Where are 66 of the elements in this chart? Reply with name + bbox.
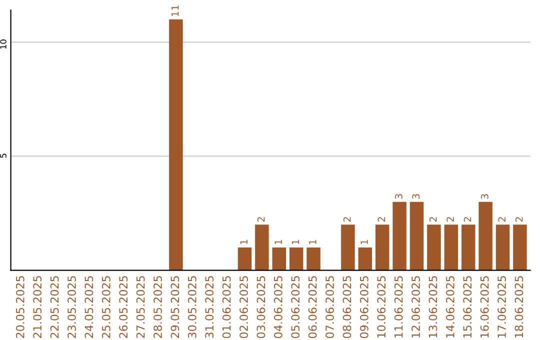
x-tick-label: 30.05.2025 [188,276,196,338]
data-label: 2 [464,217,472,222]
x-tick-label: 03.06.2025 [256,276,266,338]
bar [496,224,510,270]
bar [238,247,252,270]
data-label: 2 [429,217,437,222]
x-tick-label: 11.06.2025 [394,276,403,338]
x-tick-label: 26.05.2025 [119,276,128,338]
x-tick-label: 20.05.2025 [16,276,24,338]
data-label: 3 [395,194,402,199]
bar [341,224,355,270]
x-tick-label: 24.05.2025 [84,276,94,338]
data-label: 2 [498,217,506,222]
bar [272,247,286,270]
x-tick-label: 08.06.2025 [342,276,352,338]
bar [306,247,320,270]
x-tick-label: 12.06.2025 [412,276,420,338]
x-tick-label: 23.05.2025 [68,276,76,338]
bar [358,247,372,270]
data-label: 1 [360,240,368,244]
x-tick-label: 13.06.2025 [428,276,438,338]
x-tick-label: 15.06.2025 [463,276,472,338]
x-tick-label: 16.06.2025 [480,276,489,338]
bar [513,224,527,270]
bar [169,19,183,270]
x-tick-label: 22.05.2025 [50,276,59,338]
bar [375,224,390,270]
data-label: 2 [343,217,351,222]
x-tick-label: 28.05.2025 [154,276,162,338]
bar [444,224,458,270]
bar [461,224,476,270]
x-tick-label: 05.06.2025 [291,276,300,338]
x-tick-label: 04.06.2025 [274,276,282,338]
x-tick-label: 02.06.2025 [240,276,248,338]
x-tick-label: 06.06.2025 [308,276,317,338]
bar [410,202,424,270]
data-label: 1 [292,240,300,244]
bar [478,202,492,270]
x-tick-label: 27.05.2025 [136,276,145,338]
y-tick-label: 10 [0,40,6,49]
bar [255,224,269,270]
bar [289,247,304,270]
x-tick-label: 21.05.2025 [33,276,42,338]
data-label: 3 [412,194,420,199]
data-label: 2 [257,217,265,222]
bar [392,202,406,270]
x-tick-label: 31.05.2025 [205,276,214,338]
data-label: 3 [481,194,488,199]
x-tick-label: 17.06.2025 [498,276,506,338]
x-tick-label: 25.05.2025 [102,276,110,338]
x-tick-label: 07.06.2025 [326,276,334,338]
data-label: 2 [446,217,454,222]
bar [427,224,441,270]
data-label: 11 [172,6,179,16]
x-tick-label: 14.06.2025 [446,276,454,338]
data-label: 1 [309,240,316,244]
data-label: 2 [515,217,523,222]
x-tick-label: 09.06.2025 [360,276,368,338]
x-tick-label: 10.06.2025 [377,276,386,338]
x-tick-label: 18.06.2025 [514,276,524,338]
x-tick-label: 01.06.2025 [222,276,231,338]
data-label: 1 [240,240,248,244]
x-tick-label: 29.05.2025 [170,276,180,338]
data-label: 2 [378,217,386,222]
data-label: 1 [274,240,282,244]
y-tick-label: 5 [0,154,6,158]
